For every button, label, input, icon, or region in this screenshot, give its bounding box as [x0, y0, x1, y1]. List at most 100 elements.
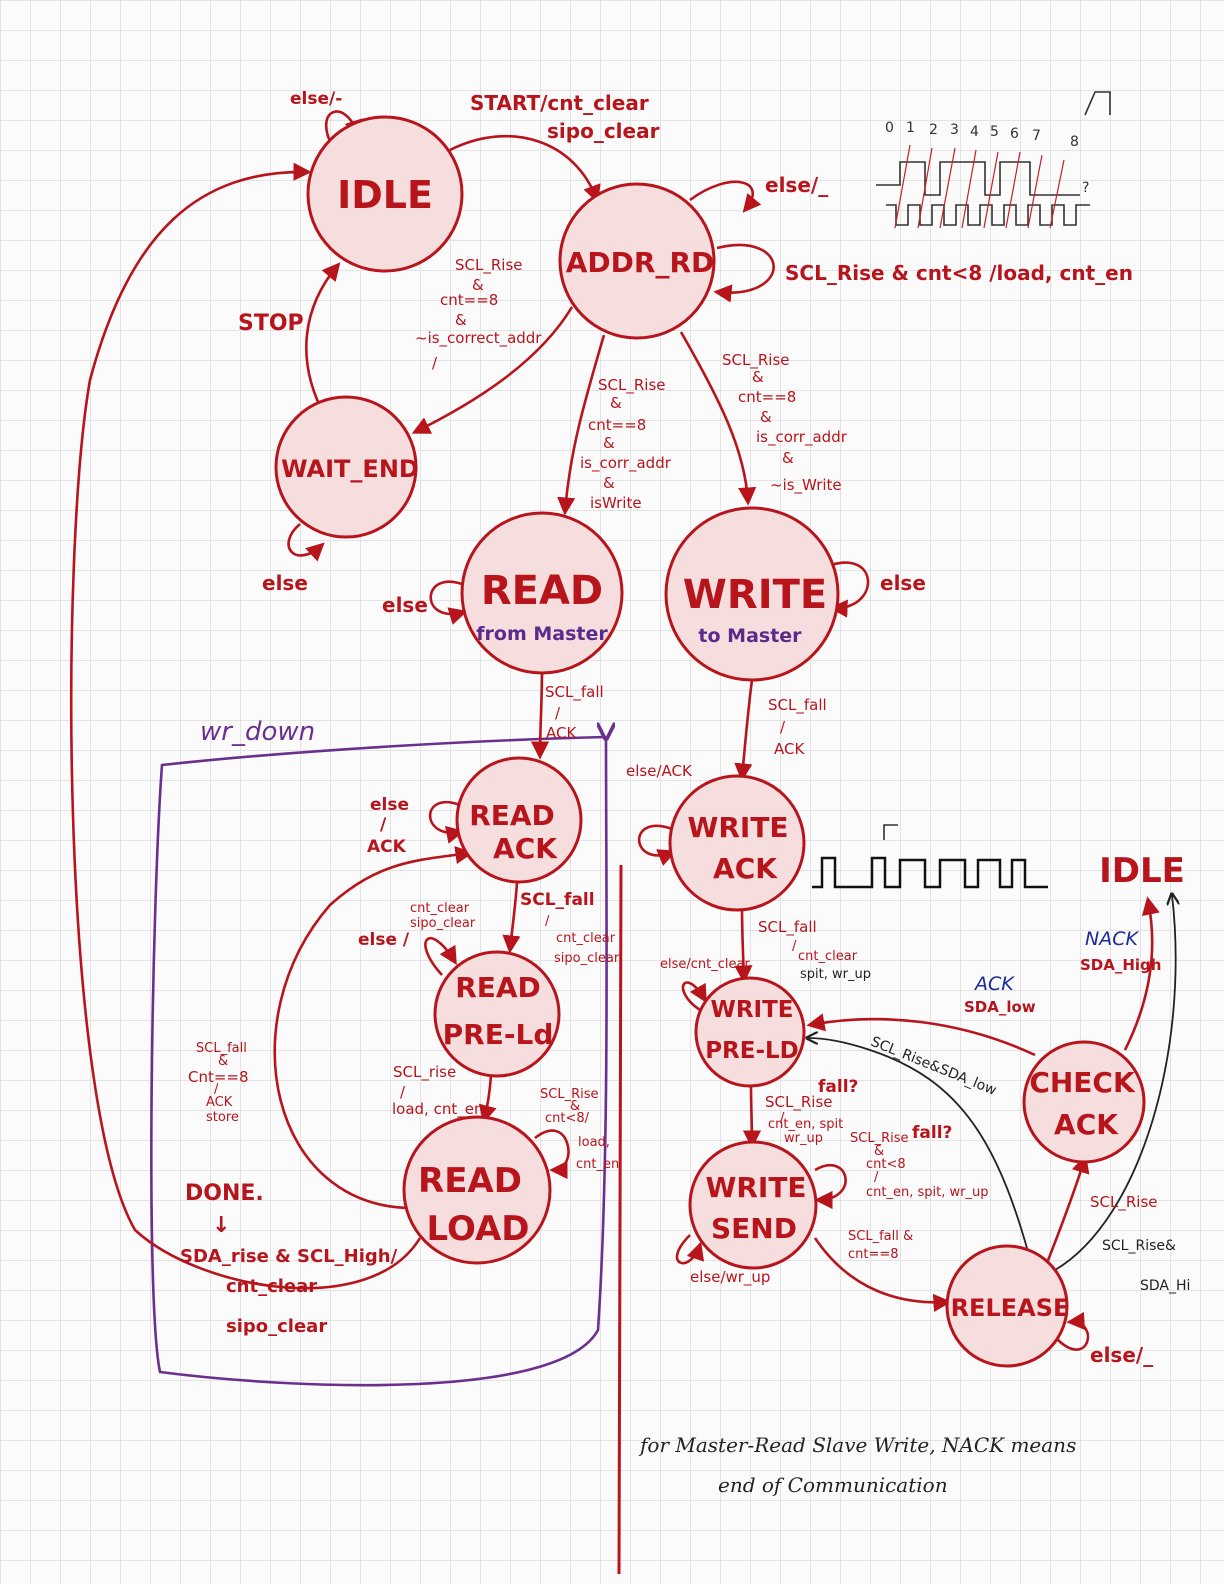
label-rpreld-self-2: cnt_clear [410, 901, 470, 916]
label-idle-self: else/- [290, 89, 342, 109]
label-wrong-addr-5: ~is_correct_addr [415, 329, 542, 348]
label-wpreld-to-send-5: wr_up [784, 1131, 823, 1146]
label-to-release-2: cnt==8 [848, 1247, 899, 1262]
label-to-write-3: cnt==8 [738, 388, 796, 406]
state-write-pre-ld-label-1: WRITE [710, 997, 793, 1023]
label-rload-self-5: cnt_en [576, 1157, 619, 1172]
timing-tick-7: 7 [1032, 128, 1041, 144]
state-write-send-label-2: SEND [711, 1212, 797, 1245]
edge-read-to-readack [530, 671, 550, 760]
note-line-2: end of Communication [718, 1473, 948, 1497]
label-rack-to-preld-2: / [545, 914, 550, 929]
label-to-write-2: & [752, 368, 764, 386]
edge-readack-to-preld [502, 882, 521, 954]
edge-writepreld-self [681, 981, 707, 1012]
label-rload-back-6: store [206, 1110, 239, 1125]
label-rack-to-preld-3: cnt_clear [556, 931, 616, 946]
edge-done-to-idle [69, 162, 422, 1290]
label-done-2: cnt_clear [226, 1276, 317, 1297]
label-wr-down: wr_down [200, 717, 315, 747]
label-to-read-4: & [603, 434, 615, 452]
label-rload-self-1: SCL_Rise [540, 1087, 599, 1102]
label-read-to-ack-1: SCL_fall [545, 683, 604, 702]
edge-writesend-to-release [813, 1237, 952, 1312]
label-wpreld-to-send-4: cnt_en, spit [768, 1117, 843, 1132]
state-addr-rd: ADDR_RD [558, 182, 716, 340]
edge-readload-back [273, 846, 474, 1210]
timing-sda-wave [876, 161, 1080, 196]
edge-readpreld-to-load [478, 1074, 497, 1124]
label-check-to-idle-1: NACK [1085, 928, 1139, 950]
state-write-send: WRITE SEND [688, 1140, 818, 1270]
timing-tick-2: 2 [929, 122, 938, 138]
timing-start-pulse [1084, 91, 1111, 116]
label-done-arrow: ↓ [212, 1213, 230, 1238]
label-wack-to-preld-2: / [792, 939, 797, 954]
wr-down-region [150, 737, 606, 1387]
edge-addr-to-write [679, 331, 757, 506]
label-done-1: SDA_rise & SCL_High/ [180, 1246, 398, 1267]
timing-question: ? [1082, 180, 1089, 196]
label-to-read-6: & [603, 474, 615, 492]
label-wpreld-to-send-2: fall? [818, 1077, 858, 1097]
scl-sketch [812, 824, 1048, 889]
label-wrong-addr-6: / [432, 354, 438, 372]
label-rack-to-preld-1: SCL_fall [520, 890, 595, 910]
state-idle-label: IDLE [337, 173, 433, 217]
label-release-to-check: SCL_Rise [1090, 1193, 1158, 1212]
label-rload-self-3: cnt<8/ [545, 1111, 590, 1126]
label-read-self: else [382, 593, 428, 617]
state-write-ack-label-2: ACK [713, 852, 778, 885]
edge-write-self [829, 561, 870, 618]
edge-read-self [429, 580, 468, 625]
state-write-label: WRITE [683, 572, 827, 618]
label-write-to-ack-1: SCL_fall [768, 696, 827, 715]
label-rpreld-self-1: else / [358, 930, 410, 950]
label-wsend-self-2: fall? [912, 1123, 952, 1143]
timing-red-marks [894, 144, 1065, 229]
state-release: RELEASE [945, 1244, 1069, 1368]
label-to-read-2: & [610, 394, 622, 412]
label-read-to-ack-3: ACK [546, 724, 577, 742]
label-rpreld-to-load-1: SCL_rise [393, 1063, 456, 1082]
label-to-write-1: SCL_Rise [722, 351, 790, 370]
label-rpreld-to-load-3: load, cnt_en [392, 1100, 483, 1119]
label-wpreld-to-send-1: SCL_Rise [765, 1093, 833, 1112]
edge-readload-self [534, 1129, 570, 1180]
timing-tick-3: 3 [950, 122, 959, 138]
edge-writeack-self [637, 824, 677, 867]
state-write: WRITE to Master [664, 506, 840, 682]
label-done: DONE. [185, 1181, 264, 1206]
label-rack-to-preld-4: sipo_clear [554, 951, 620, 966]
edge-writepreld-to-send [742, 1085, 762, 1149]
label-check-to-idle-2: SDA_High [1080, 956, 1161, 974]
label-wpreld-to-send-3: / [780, 1111, 785, 1126]
state-idle: IDLE [306, 115, 464, 273]
timing-tick-0: 0 [885, 120, 894, 136]
label-rload-back-2: & [218, 1054, 228, 1069]
label-to-write-6: & [782, 449, 794, 467]
label-wait-self: else [262, 571, 308, 595]
edge-readpreld-self [424, 937, 457, 976]
timing-tick-4: 4 [970, 124, 979, 140]
state-check-ack: CHECK ACK [1022, 1040, 1146, 1164]
edge-readack-self [428, 801, 465, 844]
state-write-pre-ld: WRITE PRE-LD [694, 976, 806, 1088]
edge-addr-to-wait [411, 306, 574, 434]
timing-tick-8: 8 [1070, 134, 1079, 150]
edge-writesend-self-else [675, 1234, 705, 1265]
label-to-read-3: cnt==8 [588, 416, 646, 434]
label-check-to-preld-1: ACK [973, 973, 1015, 995]
label-to-write-5: is_corr_addr [756, 428, 848, 447]
state-wait-end-label: WAIT_END [281, 455, 419, 483]
label-wrong-addr-3: cnt==8 [440, 291, 498, 309]
scl-sketch-wave [812, 856, 1048, 889]
edge-check-to-writepreld [806, 1013, 1036, 1057]
state-addr-rd-label: ADDR_RD [566, 246, 715, 279]
state-read-load-label-1: READ [418, 1161, 522, 1201]
label-to-read-7: isWrite [590, 494, 642, 512]
state-read: READ from Master [460, 511, 624, 675]
label-check-to-preld-2: SDA_low [964, 998, 1036, 1016]
label-wsend-self-5: / [874, 1170, 879, 1185]
label-wpreld-self: else/cnt_clear [660, 957, 750, 972]
